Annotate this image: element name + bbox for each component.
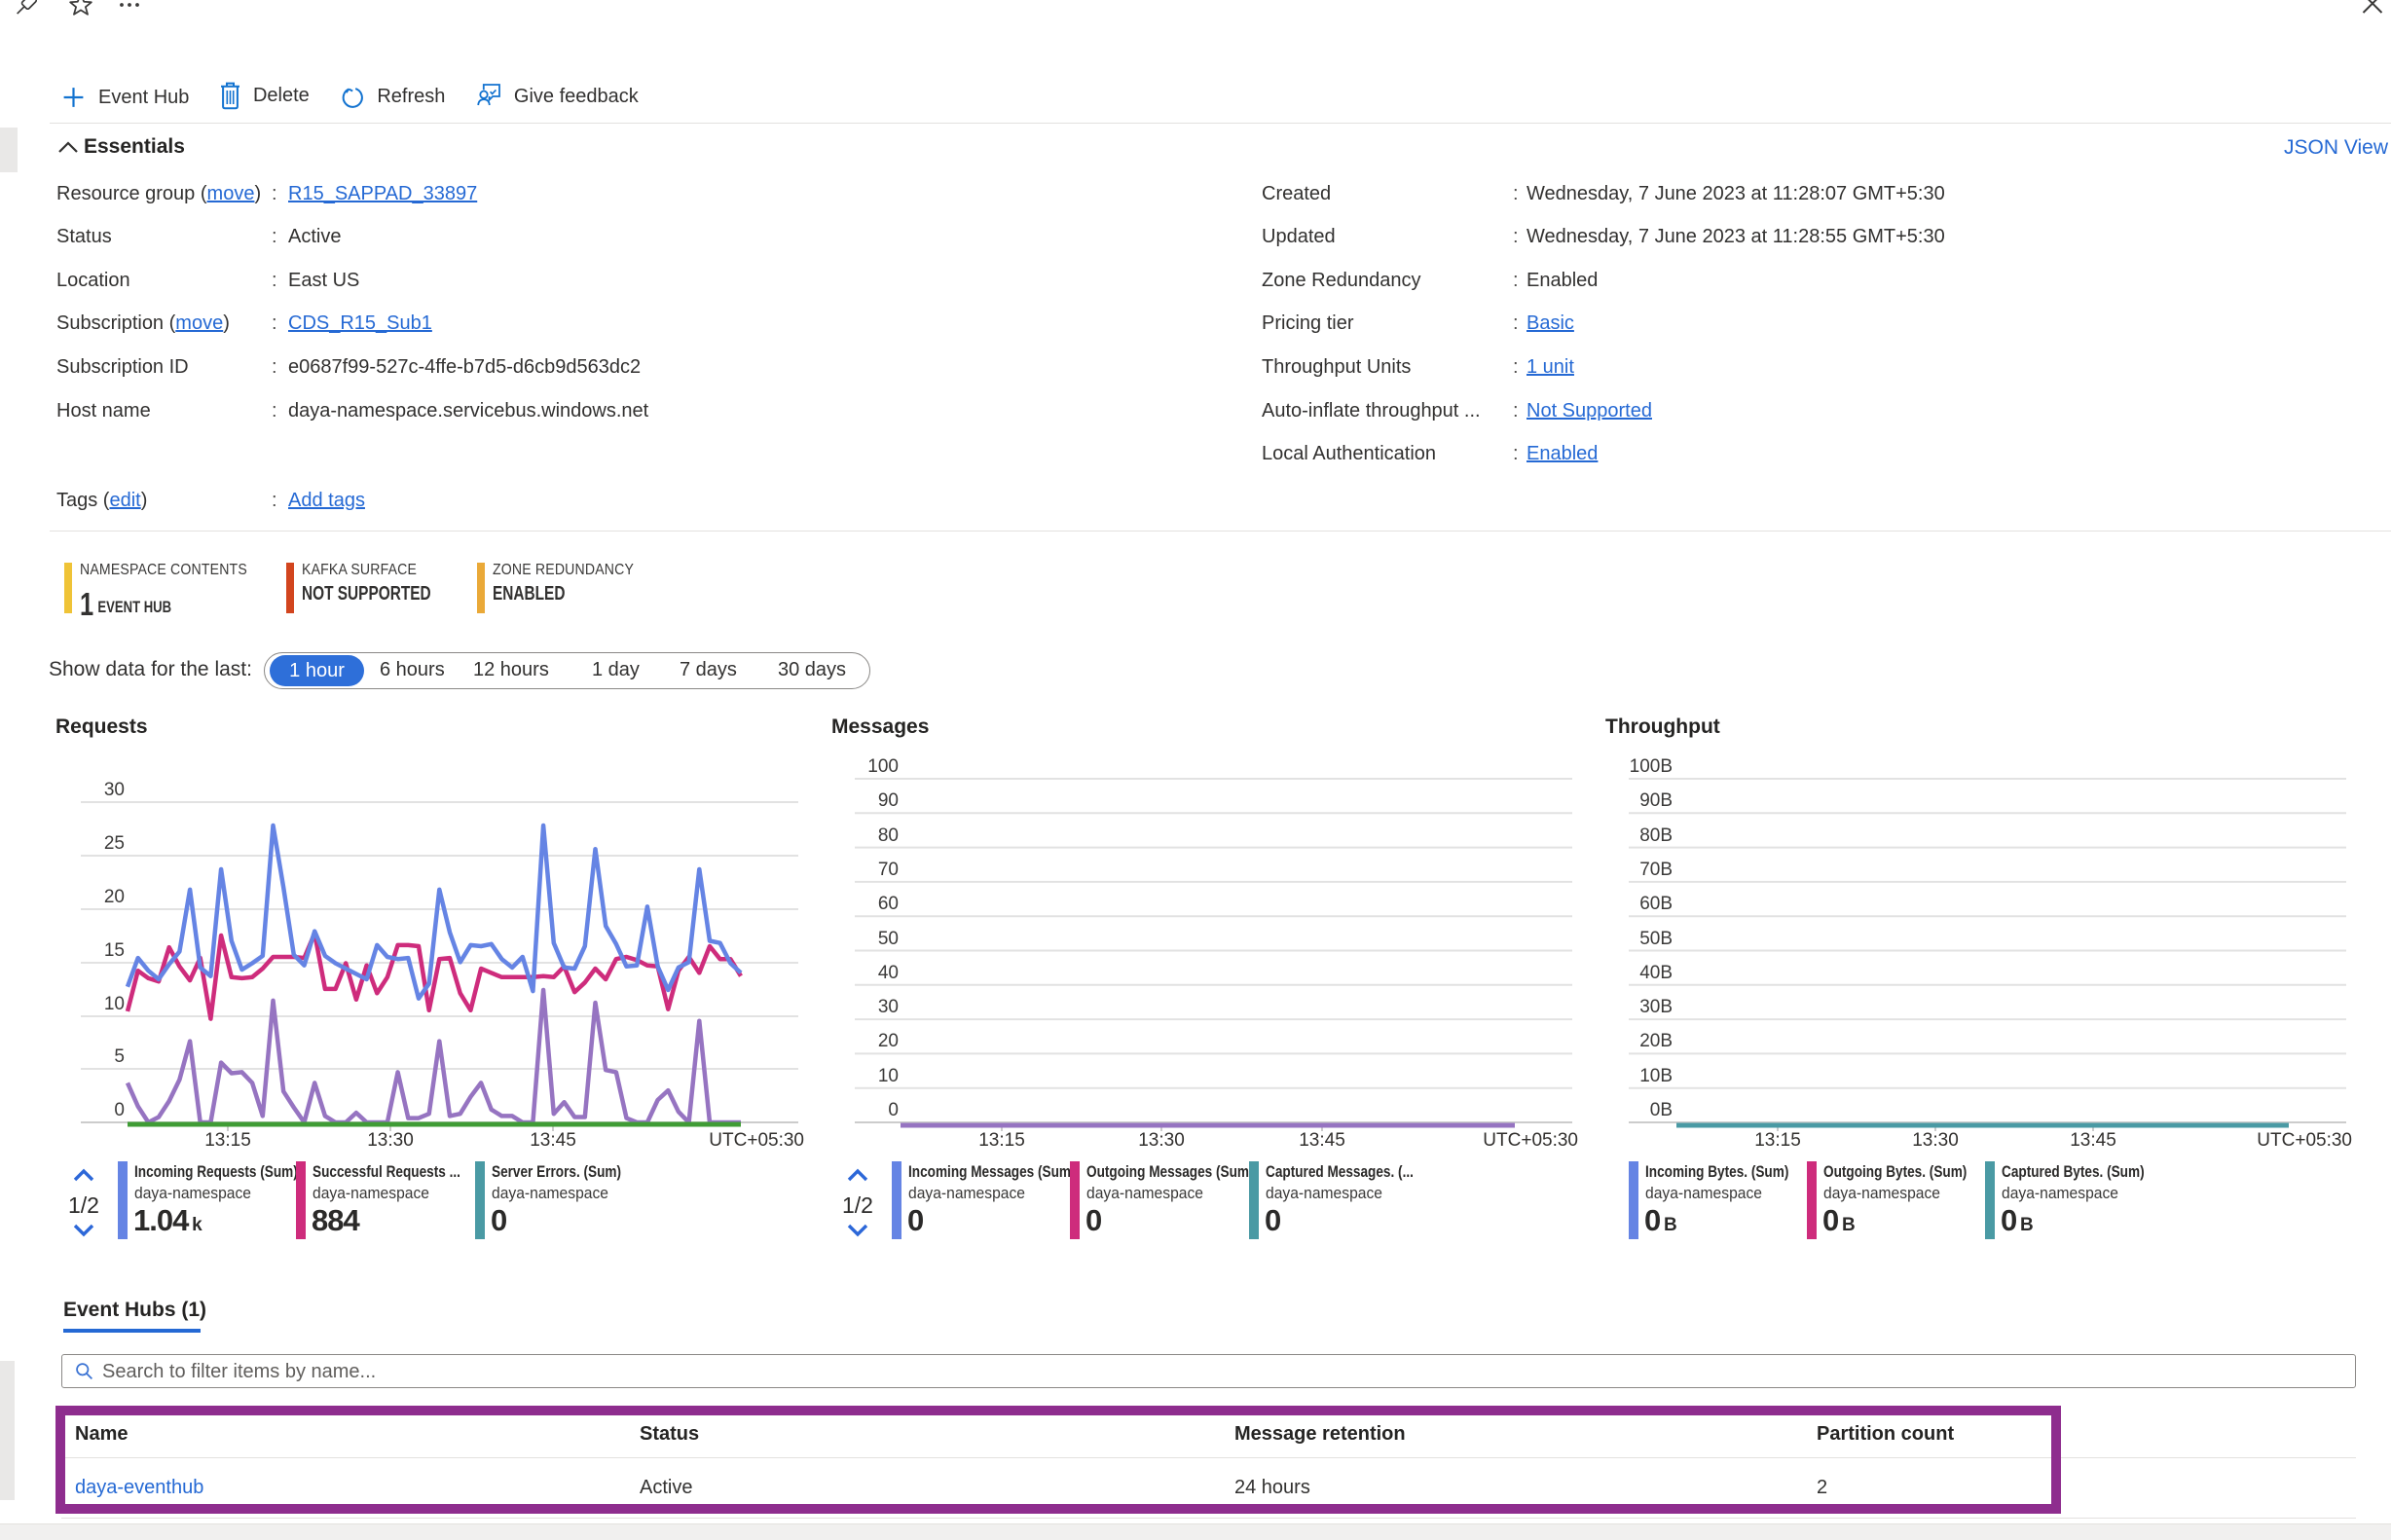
svg-text:30B: 30B: [1639, 997, 1673, 1017]
svg-text:20B: 20B: [1639, 1031, 1673, 1051]
svg-text:50: 50: [878, 929, 899, 949]
svg-text:60: 60: [878, 894, 899, 914]
svg-text:13:45: 13:45: [2070, 1130, 2116, 1151]
svg-text:40: 40: [878, 963, 899, 983]
svg-text:0: 0: [114, 1100, 125, 1120]
svg-text:20: 20: [104, 887, 125, 907]
svg-text:13:30: 13:30: [367, 1130, 414, 1151]
svg-text:13:30: 13:30: [1138, 1130, 1185, 1151]
svg-text:50B: 50B: [1639, 929, 1673, 949]
svg-text:13:45: 13:45: [1299, 1130, 1345, 1151]
svg-text:13:15: 13:15: [1754, 1130, 1801, 1151]
svg-text:13:15: 13:15: [204, 1130, 251, 1151]
svg-text:0B: 0B: [1650, 1100, 1673, 1120]
svg-text:0: 0: [888, 1100, 899, 1120]
svg-text:90B: 90B: [1639, 790, 1673, 811]
svg-text:100: 100: [867, 756, 899, 777]
svg-text:10: 10: [104, 994, 125, 1014]
svg-text:13:15: 13:15: [978, 1130, 1025, 1151]
svg-text:13:30: 13:30: [1912, 1130, 1959, 1151]
svg-text:100B: 100B: [1630, 756, 1673, 777]
svg-text:90: 90: [878, 790, 899, 811]
svg-text:70B: 70B: [1639, 860, 1673, 880]
svg-text:10B: 10B: [1639, 1066, 1673, 1086]
svg-text:80: 80: [878, 825, 899, 846]
svg-text:15: 15: [104, 940, 125, 961]
svg-text:60B: 60B: [1639, 894, 1673, 914]
svg-text:20: 20: [878, 1031, 899, 1051]
svg-text:25: 25: [104, 833, 125, 854]
svg-text:5: 5: [114, 1046, 125, 1067]
svg-text:UTC+05:30: UTC+05:30: [1483, 1130, 1578, 1151]
svg-text:30: 30: [104, 780, 125, 800]
svg-text:40B: 40B: [1639, 963, 1673, 983]
svg-text:70: 70: [878, 860, 899, 880]
svg-text:80B: 80B: [1639, 825, 1673, 846]
svg-text:UTC+05:30: UTC+05:30: [2257, 1130, 2352, 1151]
svg-text:10: 10: [878, 1066, 899, 1086]
svg-text:13:45: 13:45: [530, 1130, 576, 1151]
svg-text:UTC+05:30: UTC+05:30: [709, 1130, 804, 1151]
svg-text:30: 30: [878, 997, 899, 1017]
